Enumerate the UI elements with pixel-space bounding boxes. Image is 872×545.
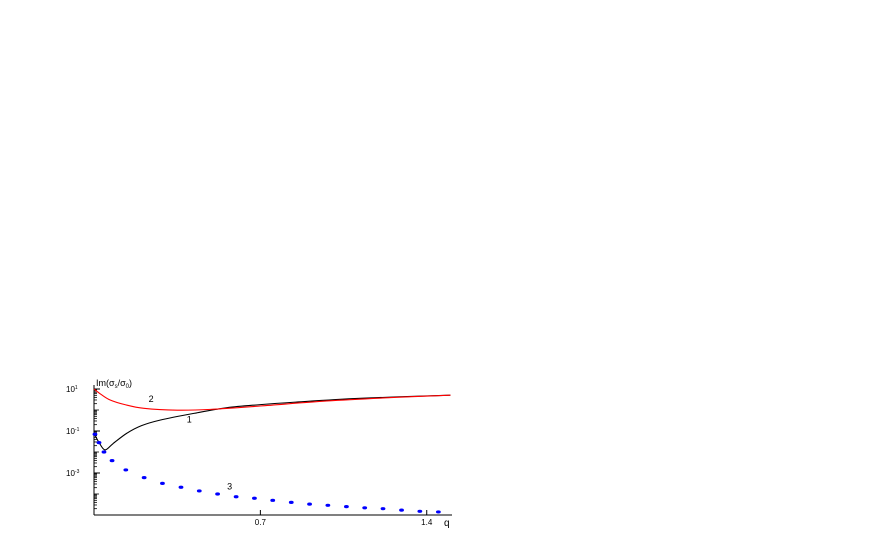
series-3-point <box>307 502 312 506</box>
series-2-label: 2 <box>149 394 154 404</box>
series-3-point <box>270 498 276 502</box>
y-tick-label: 10-3 <box>66 469 80 478</box>
y-tick-label: 10-1 <box>66 427 80 436</box>
y-axis-label: Im(σs/σ0) <box>96 378 132 390</box>
series-3-point <box>196 489 202 493</box>
x-tick-label: 1.4 <box>421 518 433 527</box>
series-3-point <box>141 476 147 480</box>
series-1-line <box>93 394 451 451</box>
series-3-point <box>215 492 220 496</box>
series-3-label: 3 <box>227 482 232 492</box>
series-3-point <box>325 503 331 507</box>
series-3-point <box>435 510 441 514</box>
series-3-point <box>96 441 102 445</box>
series-3-point <box>417 509 423 513</box>
x-tick-label: 0.7 <box>255 518 267 527</box>
series-3-point <box>344 505 349 509</box>
series-3-point <box>233 495 239 499</box>
series-2-line <box>93 388 451 411</box>
series-3-point <box>252 496 257 500</box>
series-3-point <box>399 508 404 512</box>
axes <box>93 385 452 516</box>
series-3-point <box>109 458 115 463</box>
series-3-point <box>160 481 165 485</box>
series-3-point <box>101 450 107 454</box>
x-axis-label: q <box>444 518 450 529</box>
series-3-point <box>362 506 368 510</box>
y-tick-label: 101 <box>66 385 78 394</box>
series-3-point <box>123 468 129 472</box>
series-3-point <box>178 485 184 489</box>
series-3-point <box>92 432 98 436</box>
series-3-point <box>380 507 386 511</box>
series-3-point <box>288 500 294 504</box>
series-1-label: 1 <box>187 415 192 425</box>
